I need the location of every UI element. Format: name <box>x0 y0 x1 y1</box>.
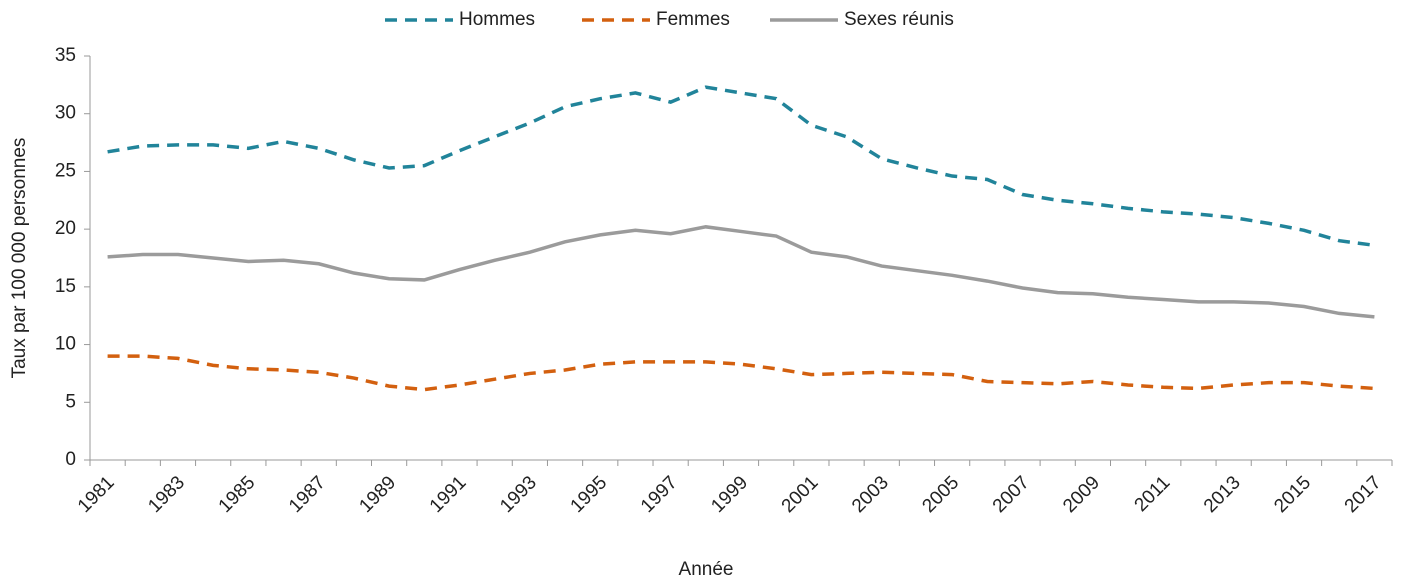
x-tick-label: 1991 <box>426 472 471 517</box>
x-tick-label: 1999 <box>707 472 752 517</box>
x-tick-label: 2007 <box>989 472 1034 517</box>
legend-label: Femmes <box>656 9 730 30</box>
series-line <box>107 85 1375 248</box>
x-tick-label: 1995 <box>567 472 612 517</box>
x-tick-label: 2001 <box>778 472 823 517</box>
legend-label: Hommes <box>459 9 535 30</box>
x-tick-label: 2011 <box>1131 472 1175 516</box>
y-tick-label: 20 <box>55 218 76 239</box>
x-tick-label: 2015 <box>1270 472 1315 517</box>
x-tick-label: 1993 <box>496 472 541 517</box>
x-tick-label: 2013 <box>1200 472 1245 517</box>
series-line <box>107 225 1375 319</box>
x-tick-label: 1981 <box>74 472 119 517</box>
series-line <box>107 354 1375 392</box>
legend-label: Sexes réunis <box>844 9 954 30</box>
y-tick-label: 0 <box>65 449 76 470</box>
x-tick-label: 1983 <box>144 472 189 517</box>
y-tick-label: 30 <box>55 103 76 124</box>
x-tick-label: 1989 <box>355 472 400 517</box>
x-tick-label: 1987 <box>285 472 330 517</box>
y-tick-label: 35 <box>55 45 76 66</box>
x-tick-label: 2005 <box>918 472 963 517</box>
y-tick-label: 15 <box>55 276 76 297</box>
y-tick-label: 25 <box>55 160 76 181</box>
x-tick-label: 1985 <box>215 472 260 517</box>
y-tick-label: 10 <box>55 334 76 355</box>
x-tick-label: 2003 <box>848 472 893 517</box>
x-tick-label: 1997 <box>637 472 682 517</box>
x-axis-title: Année <box>679 559 734 580</box>
x-tick-label: 2017 <box>1341 472 1386 517</box>
x-tick-label: 2009 <box>1059 472 1104 517</box>
y-axis-title: Taux par 100 000 personnes <box>9 138 30 379</box>
y-tick-label: 5 <box>65 391 76 412</box>
